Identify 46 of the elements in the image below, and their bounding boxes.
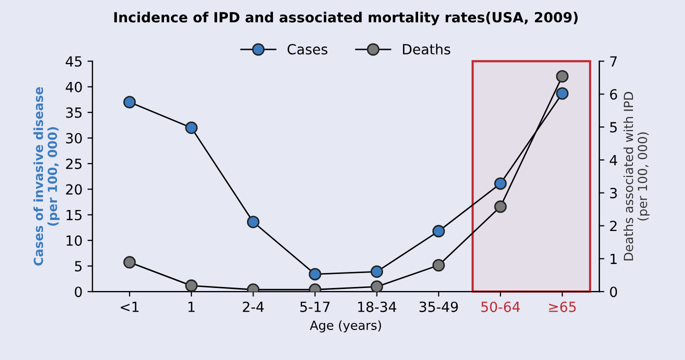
point — [123, 96, 136, 108]
x-tick-label: 2-4 — [242, 302, 264, 312]
x-tick-label: 1 — [188, 302, 195, 312]
point — [556, 70, 569, 83]
y-tick-label: 40 — [66, 82, 82, 92]
y-tick-label: 15 — [66, 210, 82, 220]
point — [123, 256, 136, 269]
legend-label: Cases — [288, 44, 328, 54]
y-tick-label: 0 — [74, 286, 82, 298]
x-tick-label: <1 — [120, 302, 139, 312]
x-tick-label: 5-17 — [300, 302, 330, 312]
x-tick-label: 50-64 — [481, 302, 520, 312]
point — [185, 122, 198, 134]
y-tick-label: 20 — [66, 184, 82, 195]
y2-tick-label: 7 — [610, 56, 617, 66]
y-tick-label: 5 — [74, 261, 82, 272]
point — [494, 200, 507, 213]
y-tick-label: 35 — [66, 107, 82, 118]
point — [185, 279, 198, 292]
y2-tick-label: 1 — [610, 254, 617, 264]
x-axis-title: Age (years) — [310, 320, 381, 332]
point — [432, 224, 445, 238]
legend-label: Deaths — [403, 44, 450, 54]
y-tick-label: 45 — [66, 56, 82, 67]
point — [246, 216, 260, 228]
point — [370, 280, 384, 292]
point — [308, 268, 322, 280]
y-tick-label: 30 — [66, 132, 82, 144]
y2-tick-label: 0 — [610, 286, 618, 298]
chart-title: Incidence of IPD and associated mortality rates(USA, 2009) — [114, 12, 578, 26]
y2-tick-label: 3 — [610, 188, 617, 198]
point — [556, 87, 569, 100]
y-axis-title: Cases of invasive disease (per 100, 000) — [33, 87, 60, 266]
point — [370, 265, 384, 278]
x-tick-label: 35-49 — [420, 302, 458, 312]
y-tick-label: 10 — [66, 235, 82, 246]
x-tick-label: 18-34 — [358, 302, 396, 312]
y2-tick-label: 2 — [610, 220, 617, 232]
y-tick-label: 25 — [66, 158, 82, 170]
point — [432, 259, 445, 272]
y2-tick-label: 5 — [610, 122, 617, 133]
y2-axis-title: Deaths associated with IPD (per 100, 000) — [623, 92, 650, 260]
y2-tick-label: 4 — [610, 155, 618, 166]
point — [494, 177, 507, 190]
x-tick-label: ≥65 — [549, 302, 576, 312]
y2-tick-label: 6 — [610, 89, 618, 100]
